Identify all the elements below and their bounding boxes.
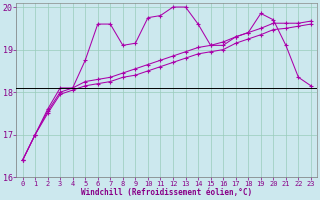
X-axis label: Windchill (Refroidissement éolien,°C): Windchill (Refroidissement éolien,°C) xyxy=(81,188,252,197)
